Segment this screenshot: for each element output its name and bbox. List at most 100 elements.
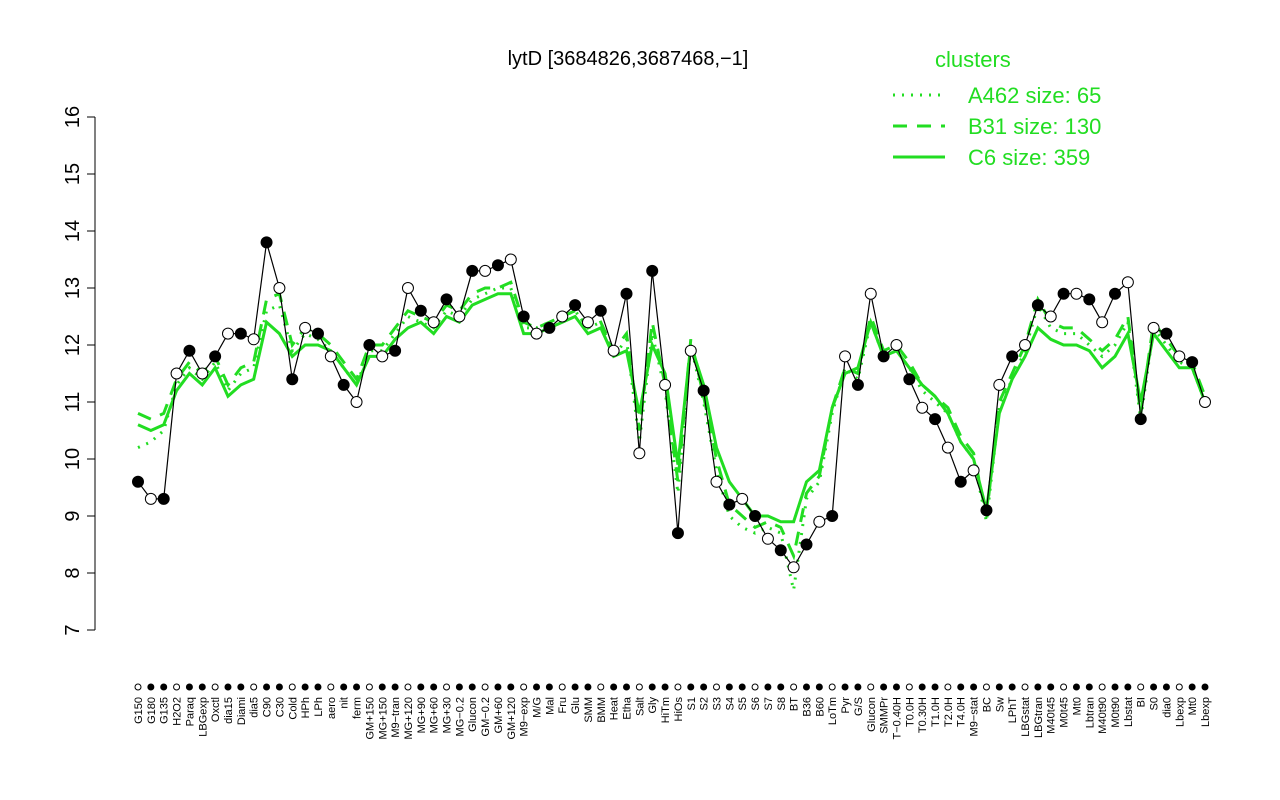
x-tick-label: HiTm (660, 697, 672, 723)
x-marker (841, 683, 849, 691)
data-point (311, 327, 324, 340)
data-point (1083, 293, 1096, 306)
x-marker (1072, 683, 1080, 691)
x-marker (918, 683, 926, 691)
data-point (221, 327, 234, 340)
x-tick-label: MG+30 (442, 697, 454, 733)
x-tick-label: Etha (622, 696, 634, 720)
data-point (877, 350, 890, 363)
x-tick-label: BC (981, 697, 993, 712)
x-tick-label: S6 (750, 697, 762, 710)
x-tick-label: Glu (570, 697, 582, 714)
data-point (273, 282, 286, 294)
data-point (1199, 396, 1211, 408)
data-point (1019, 339, 1032, 351)
data-point (646, 264, 659, 277)
x-tick-label: LBGexp (197, 697, 209, 737)
x-marker (468, 683, 476, 691)
x-tick-label: GM+120 (506, 697, 518, 740)
y-tick-label: 9 (62, 510, 84, 521)
data-point (491, 259, 504, 272)
x-tick-label: GM+60 (493, 697, 505, 733)
x-tick-label: T4.0H (956, 697, 968, 727)
data-point (890, 339, 903, 351)
x-marker (1098, 683, 1106, 691)
x-marker (687, 683, 695, 691)
x-tick-label: M9−exp (519, 697, 531, 736)
x-marker (867, 683, 875, 691)
x-tick-label: LBGtran (1033, 697, 1045, 738)
data-point (1147, 321, 1160, 334)
x-tick-label: Lbexp (1174, 697, 1186, 727)
x-marker (237, 683, 245, 691)
data-point (941, 441, 954, 454)
x-marker (892, 683, 900, 691)
x-tick-label: Salt (634, 697, 646, 716)
x-marker (700, 683, 708, 691)
y-tick-label: 12 (62, 334, 84, 356)
x-marker (712, 683, 720, 691)
x-marker (751, 683, 759, 691)
x-marker (1085, 683, 1093, 691)
data-point (414, 304, 427, 317)
data-point (697, 384, 710, 397)
data-point (157, 492, 170, 505)
x-tick-label: Oxctl (210, 697, 222, 722)
x-marker (815, 683, 823, 691)
y-tick-label: 14 (62, 220, 84, 242)
data-point (1006, 350, 1019, 363)
x-marker (275, 683, 283, 691)
x-marker (353, 683, 361, 691)
x-tick-label: M9−stat (969, 697, 981, 736)
x-tick-label: S8 (776, 697, 788, 710)
x-tick-label: M/G (532, 697, 544, 718)
data-point (916, 401, 929, 414)
x-marker (378, 683, 386, 691)
chart-title: lytD [3684826,3687468,−1] (508, 48, 749, 70)
x-tick-label: MG+150 (377, 697, 389, 740)
x-tick-label: T2.0H (943, 697, 955, 727)
x-marker (520, 683, 528, 691)
x-tick-label: BMM (596, 697, 608, 723)
x-marker (224, 683, 232, 691)
x-tick-label: M0t45 (1059, 697, 1071, 728)
data-point (749, 510, 762, 522)
x-tick-label: HPh (300, 697, 312, 718)
data-point (594, 304, 607, 317)
y-tick-label: 7 (62, 624, 84, 635)
x-tick-label: Mt0 (1071, 697, 1083, 715)
x-tick-label: MG−0.2 (454, 697, 466, 736)
data-point (234, 327, 247, 340)
data-point (466, 264, 479, 277)
x-marker (533, 683, 541, 691)
data-point (1173, 350, 1186, 363)
data-point (299, 321, 312, 334)
y-tick-label: 10 (62, 448, 84, 470)
x-marker (661, 683, 669, 691)
x-tick-label: B60 (814, 697, 826, 717)
x-marker (211, 683, 219, 691)
x-marker (417, 683, 425, 691)
legend-title: clusters (935, 47, 1011, 72)
x-tick-label: T−0.40H (891, 697, 903, 740)
cluster-line (137, 280, 1207, 561)
data-point (723, 498, 736, 511)
x-tick-label: G135 (159, 697, 171, 724)
x-tick-label: Lbtran (1084, 697, 1096, 728)
x-tick-label: Lbstat (1123, 697, 1135, 727)
data-point (556, 310, 569, 323)
data-point (1044, 310, 1057, 323)
x-tick-label: Mt0 (1187, 697, 1199, 715)
x-marker (610, 683, 618, 691)
data-point (684, 344, 697, 357)
x-marker (545, 683, 553, 691)
x-marker (880, 683, 888, 691)
x-marker (905, 683, 913, 691)
data-point (453, 310, 466, 323)
x-marker (314, 683, 322, 691)
data-point (530, 327, 543, 340)
x-tick-label: Cold (287, 697, 299, 720)
x-tick-label: Diami (236, 697, 248, 725)
x-tick-label: LoTm (827, 697, 839, 725)
